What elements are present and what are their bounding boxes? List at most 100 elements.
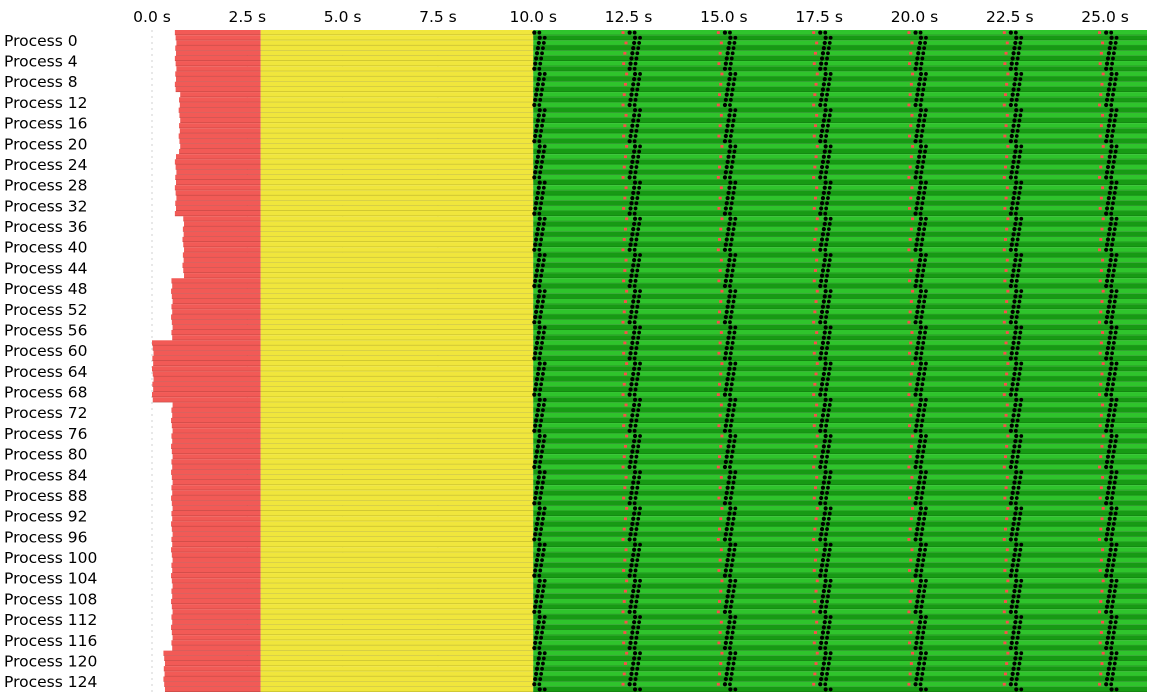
sync-dot — [636, 589, 641, 594]
message-marker — [812, 610, 816, 614]
message-marker — [718, 51, 722, 55]
sync-dot — [1012, 118, 1017, 123]
red-phase-bar — [171, 495, 261, 501]
sync-dot — [1016, 522, 1021, 526]
sync-dot — [1107, 299, 1112, 304]
sync-dot — [1109, 252, 1114, 258]
sync-dot — [915, 128, 920, 133]
sync-dot — [921, 51, 926, 56]
sync-dot — [1113, 222, 1118, 226]
sync-dot — [821, 154, 826, 159]
message-marker — [1006, 144, 1010, 148]
sync-dot — [632, 428, 637, 433]
sync-dot — [916, 51, 921, 56]
sync-dot — [723, 532, 728, 537]
sync-dot — [921, 304, 926, 309]
yellow-phase-bar — [260, 154, 534, 160]
sync-dot — [632, 247, 637, 252]
sync-dot — [1114, 615, 1119, 619]
sync-dot — [1109, 211, 1114, 216]
sync-dot — [727, 547, 732, 552]
sync-dot — [1104, 133, 1110, 139]
sync-dot — [917, 583, 923, 589]
message-marker — [812, 682, 816, 686]
message-marker — [718, 455, 722, 459]
sync-dot — [631, 227, 636, 232]
process-row — [164, 686, 1148, 692]
process-row — [153, 386, 1147, 393]
green-phase-bar — [533, 273, 1147, 279]
sync-dot — [914, 495, 919, 501]
sync-dot — [1111, 413, 1116, 418]
process-row — [180, 143, 1148, 149]
sync-dot — [730, 413, 735, 418]
sync-dot — [539, 237, 544, 242]
sync-dot — [727, 221, 732, 227]
red-phase-bar — [153, 376, 261, 382]
row-separator — [153, 365, 1147, 367]
sync-dot — [1014, 216, 1019, 221]
sync-dot — [1106, 594, 1111, 599]
process-label: Process 120 — [4, 652, 97, 670]
sync-dot — [630, 485, 635, 490]
sync-dot — [914, 242, 919, 247]
process-row — [171, 407, 1148, 413]
sync-dot — [540, 594, 544, 599]
message-marker — [716, 175, 720, 179]
sync-dot — [730, 449, 735, 454]
sync-dot — [631, 516, 636, 521]
sync-dot — [541, 547, 546, 552]
sync-dot — [923, 620, 927, 625]
sync-dot — [634, 418, 639, 423]
sync-dot — [918, 465, 923, 469]
sync-dot — [1011, 485, 1016, 490]
sync-dot — [630, 377, 635, 382]
row-separator — [171, 582, 1148, 584]
sync-dot — [915, 599, 920, 604]
message-marker — [716, 393, 720, 397]
sync-dot — [920, 237, 925, 242]
green-phase-bar — [533, 288, 1147, 294]
message-marker — [1098, 496, 1102, 500]
row-separator — [172, 484, 1148, 486]
sync-dot — [533, 640, 538, 645]
red-phase-bar — [152, 366, 261, 372]
yellow-phase-bar — [260, 578, 534, 584]
sync-dot — [819, 599, 825, 604]
message-marker — [812, 248, 816, 252]
sync-dot — [920, 92, 925, 97]
yellow-phase-bar — [260, 148, 534, 155]
sync-dot — [1013, 583, 1018, 589]
sync-dot — [635, 268, 640, 273]
sync-dot — [1014, 397, 1019, 402]
green-phase-bar — [533, 371, 1147, 377]
process-row — [171, 423, 1148, 429]
sync-dot — [826, 304, 830, 309]
green-phase-bar — [533, 314, 1147, 320]
sync-dot — [827, 222, 832, 226]
sync-dot — [732, 584, 737, 588]
yellow-phase-bar — [260, 345, 534, 351]
sync-dot — [1010, 345, 1015, 351]
sync-dot — [532, 501, 537, 506]
sync-dot — [730, 123, 735, 128]
sync-dot — [631, 589, 636, 594]
sync-dot — [823, 103, 828, 107]
message-marker — [815, 186, 819, 190]
sync-dot — [828, 615, 833, 619]
process-label: Process 20 — [4, 135, 87, 153]
sync-dot — [728, 289, 733, 294]
message-marker — [624, 620, 628, 624]
sync-dot — [535, 118, 541, 123]
sync-dot — [916, 521, 921, 527]
sync-dot — [1112, 480, 1117, 485]
sync-dot — [823, 144, 828, 149]
sync-dot — [1018, 584, 1023, 588]
sync-dot — [1109, 356, 1114, 361]
process-row — [171, 562, 1148, 568]
sync-dot — [1016, 340, 1021, 345]
message-marker — [814, 227, 818, 231]
sync-dot — [1114, 325, 1119, 330]
process-row — [171, 288, 1148, 294]
sync-dot — [541, 330, 546, 335]
